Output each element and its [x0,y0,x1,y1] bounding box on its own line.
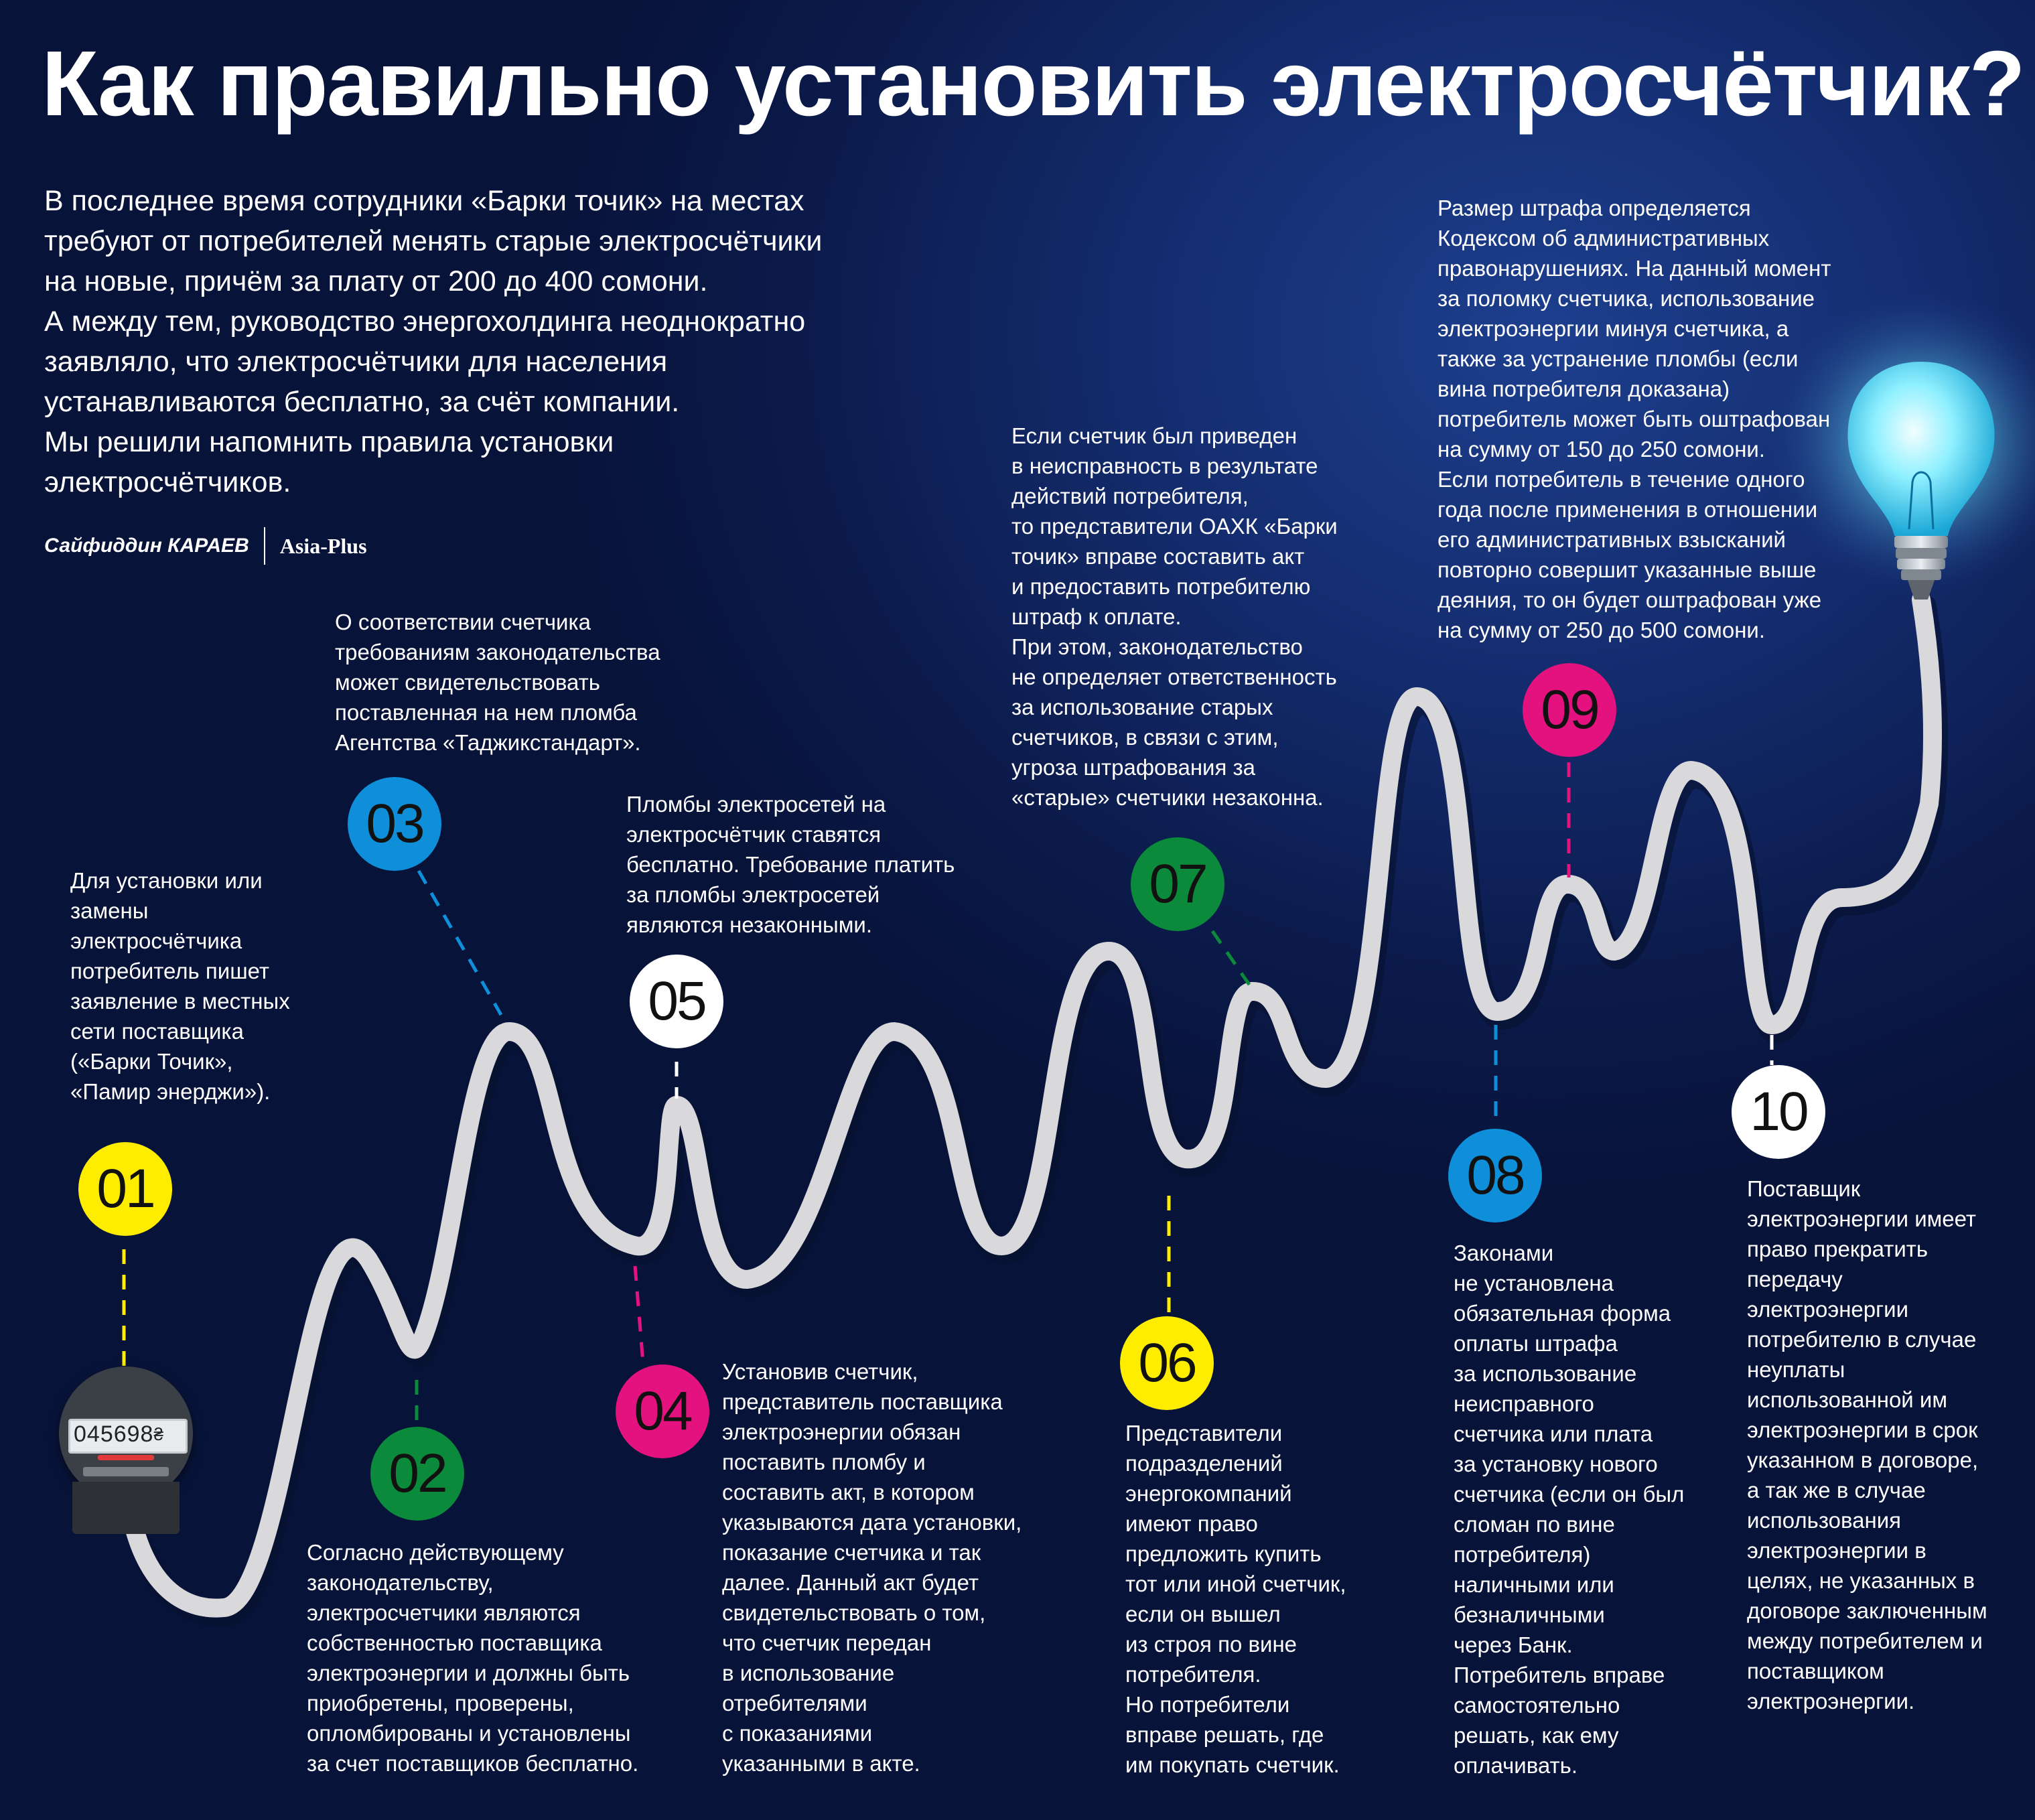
step-badge-10: 10 [1732,1065,1825,1159]
intro-paragraph: В последнее время сотрудники «Барки точи… [44,185,823,498]
step-badge-05: 05 [630,955,723,1048]
step-badge-01: 01 [78,1142,172,1236]
step-text-05: Пломбы электросетей на электросчётчик ст… [626,792,955,937]
source-name: Asia-Plus [279,533,367,558]
step-text-03: О соответствии счетчика требованиям зако… [335,610,660,755]
meter-unit-glyph: ₴ [153,1423,164,1444]
step-badge-04: 04 [616,1364,709,1458]
step-badge-03: 03 [348,777,441,871]
credit-line: Сайфиддин КАРАЕВ Asia-Plus [44,527,367,565]
step-text-02: Согласно действующему законодательству, … [307,1540,639,1776]
light-bulb-icon [1767,288,2035,600]
step-badge-07: 07 [1131,837,1224,931]
step-text-07: Если счетчик был приведен в неисправност… [1011,423,1338,810]
connector-07 [1210,930,1251,986]
step-text-04: Установив счетчик, представитель поставщ… [722,1359,1022,1776]
step-badge-02: 02 [370,1427,464,1521]
step-text-10: Поставщик электроэнергии имеет право пре… [1747,1176,1987,1713]
connector-03 [417,869,503,1016]
author-name: Сайфиддин КАРАЕВ [44,535,249,557]
wire [116,590,1943,1618]
meter-slot [83,1467,169,1476]
step-badge-09: 09 [1523,663,1616,757]
credit-divider [263,527,265,565]
meter-indicator [98,1455,154,1460]
step-text-01: Для установки или замены электросчётчика… [70,868,290,1104]
step-badge-08: 08 [1448,1129,1542,1222]
step-text-08: Законами не установлена обязательная фор… [1454,1241,1685,1778]
page-title: Как правильно установить электросчётчик? [42,32,2026,135]
meter-reading: 045698 [74,1421,154,1447]
connector-04 [633,1265,645,1364]
step-text-09: Размер штрафа определяется Кодексом об а… [1437,196,1831,642]
meter-display [68,1419,188,1454]
meter-terminal-cover [72,1482,180,1534]
step-text-06: Представители подразделений энергокомпан… [1125,1421,1346,1777]
step-badge-06: 06 [1120,1316,1214,1410]
